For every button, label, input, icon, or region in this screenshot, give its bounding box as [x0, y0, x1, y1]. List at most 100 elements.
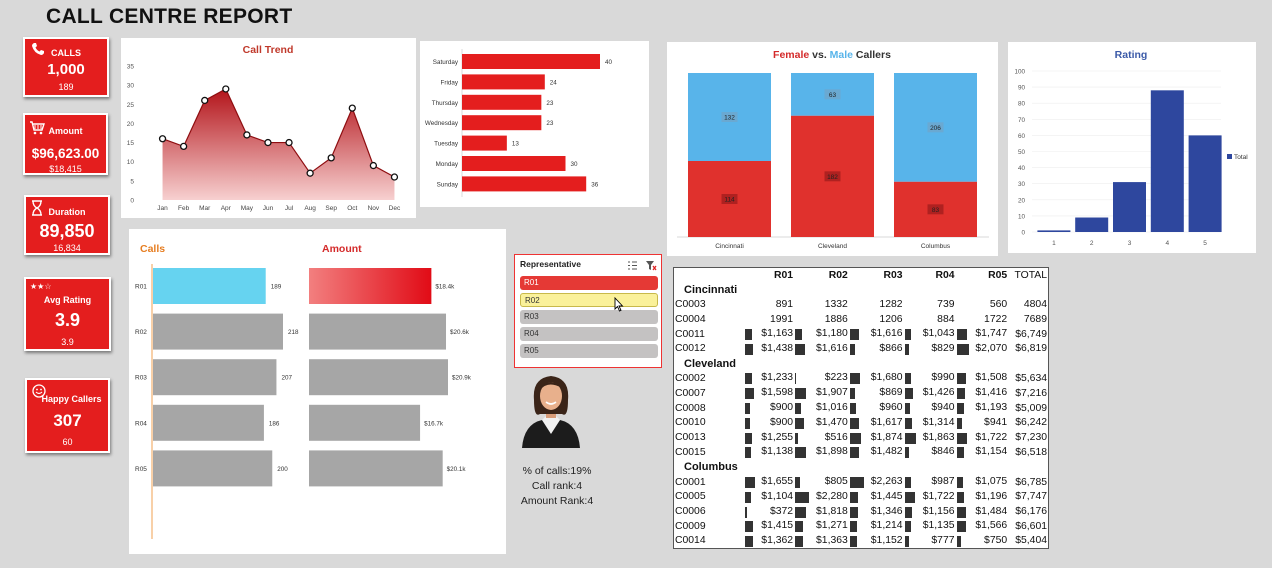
table-row[interactable]: C0015 $1,138 $1,898 $1,482 $846 $1,154 $6,518: [674, 445, 1049, 460]
row-label: C0005: [674, 489, 744, 504]
data-bar: [957, 477, 964, 488]
table-cell: $1,152: [849, 534, 904, 549]
table-row[interactable]: C0013 $1,255 $516 $1,874 $1,863 $1,722 $7,230: [674, 430, 1049, 445]
table-cell: $1,193: [956, 401, 1009, 416]
table-cell: $900: [744, 401, 795, 416]
cell-value: $6,785: [1015, 477, 1047, 488]
data-bar: [957, 418, 962, 429]
slicer-item-r04[interactable]: R04: [520, 327, 658, 341]
table-row[interactable]: C0001 $1,655 $805 $2,263 $987 $1,075 $6,785: [674, 475, 1049, 490]
table-cell: $6,785: [1008, 475, 1048, 490]
table-cell: $1,043: [904, 327, 956, 342]
data-bar: [745, 477, 755, 488]
cell-value: $1,214: [871, 520, 903, 531]
slicer-item-r03[interactable]: R03: [520, 310, 658, 324]
table-cell: $372: [744, 504, 795, 519]
matrix-corner: [674, 268, 744, 283]
kpi-avg-rating[interactable]: ★★☆ Avg Rating 3.9 3.9: [24, 277, 111, 351]
customer-rep-matrix[interactable]: R01 R02 R03 R04 R05 TOTAL Cincinnati C0003 891 13…: [673, 267, 1049, 549]
cell-value: $1,255: [761, 432, 793, 443]
kpi-calls[interactable]: CALLS 1,000 189: [23, 37, 109, 97]
rating-chart[interactable]: Rating 0 10 20 30 40 50 60 70 80 90 100 1 2 3 4 5 Total: [1008, 42, 1256, 253]
weekday-bar: [462, 54, 600, 69]
slicer-item-r05[interactable]: R05: [520, 344, 658, 358]
weekday-calls-chart[interactable]: Saturday 40 Friday 24 Thursday 23 Wednesday 23 T…: [420, 41, 649, 207]
table-cell: 739: [904, 297, 956, 312]
group-row: Cincinnati: [674, 282, 1049, 297]
table-row[interactable]: C0008 $900 $1,016 $960 $940 $1,193 $5,009: [674, 401, 1049, 416]
cell-value: $5,634: [1015, 373, 1047, 384]
call-trend-chart[interactable]: Call Trend 0 5 10 15 20 25 30 35 Jan Feb Mar Apr May J…: [121, 38, 416, 218]
cell-value: $5,009: [1015, 403, 1047, 414]
cell-value: $1,193: [975, 402, 1007, 413]
legend-swatch: [1227, 154, 1232, 159]
table-row[interactable]: C0009 $1,415 $1,271 $1,214 $1,135 $1,566 $6,60…: [674, 519, 1049, 534]
cell-value: $1,346: [871, 506, 903, 517]
rating-bar: [1037, 230, 1070, 232]
column-header[interactable]: R03: [849, 268, 904, 283]
gender-callers-chart[interactable]: Female vs. Male Callers 114 132 Cincinnati 1…: [667, 42, 998, 256]
amount-panel-title: Amount: [322, 243, 362, 255]
cell-value: $940: [931, 402, 954, 413]
weekday-bar: [462, 136, 507, 151]
column-header[interactable]: TOTAL: [1008, 268, 1048, 283]
row-label: C0001: [674, 475, 744, 490]
table-row[interactable]: C0004 1991 1886 1206 884 1722 7689: [674, 312, 1049, 327]
table-row[interactable]: C0003 891 1332 1282 739 560 4804: [674, 297, 1049, 312]
table-row[interactable]: C0012 $1,438 $1,616 $866 $829 $2,070 $6,819: [674, 341, 1049, 356]
table-row[interactable]: C0007 $1,598 $1,907 $869 $1,426 $1,416 $7,216: [674, 386, 1049, 401]
rep-calls-amount-chart[interactable]: Calls Amount R01 189 $18.4k R02 218 $20.6k R03 20…: [129, 229, 506, 554]
representative-slicer[interactable]: Representative R01 R02 R03 R04 R05: [514, 254, 662, 368]
table-cell: $1,016: [794, 401, 849, 416]
data-label: 189: [271, 284, 282, 291]
y-tick-label: 10: [1018, 213, 1026, 220]
table-row[interactable]: C0002 $1,233 $223 $1,680 $990 $1,508 $5,634: [674, 371, 1049, 386]
cell-value: $1,680: [871, 372, 903, 383]
data-bar: [795, 388, 806, 399]
table-row[interactable]: C0005 $1,104 $2,280 $1,445 $1,722 $1,196 $7,74…: [674, 489, 1049, 504]
amount-bar: [309, 314, 446, 350]
table-row[interactable]: C0014 $1,362 $1,363 $1,152 $777 $750 $5,404: [674, 534, 1049, 549]
cell-value: 7689: [1024, 314, 1047, 325]
slicer-item-r01[interactable]: R01: [520, 276, 658, 290]
table-cell: 560: [956, 297, 1009, 312]
table-cell: $1,346: [849, 504, 904, 519]
column-header[interactable]: R01: [744, 268, 795, 283]
cell-value: 1332: [825, 299, 848, 310]
data-bar: [850, 521, 857, 532]
table-row[interactable]: C0011 $1,163 $1,180 $1,616 $1,043 $1,747 $6,74…: [674, 327, 1049, 342]
kpi-duration[interactable]: Duration 89,850 16,834: [24, 195, 110, 255]
kpi-amount[interactable]: Amount $96,623.00 $18,415: [23, 113, 108, 175]
data-label: 206: [930, 125, 941, 132]
cell-value: $1,722: [923, 491, 955, 502]
kpi-happy-callers[interactable]: Happy Callers 307 60: [25, 378, 110, 453]
data-bar: [745, 329, 752, 340]
column-header[interactable]: R05: [956, 268, 1009, 283]
cell-value: 1282: [879, 299, 902, 310]
weekday-bar: [462, 95, 541, 110]
category-label: Friday: [441, 79, 459, 86]
slicer-item-r02[interactable]: R02: [520, 293, 658, 307]
data-label: $20.9k: [452, 375, 472, 382]
column-header[interactable]: R04: [904, 268, 956, 283]
y-tick-label: 5: [130, 178, 134, 185]
category-label: Columbus: [921, 243, 951, 250]
cell-value: $7,230: [1015, 432, 1047, 443]
table-cell: $846: [904, 445, 956, 460]
cell-value: $1,747: [975, 328, 1007, 339]
y-tick-label: 90: [1018, 85, 1026, 92]
table-cell: $516: [794, 430, 849, 445]
clear-filter-icon[interactable]: [645, 258, 657, 276]
column-header[interactable]: R02: [794, 268, 849, 283]
cell-value: $829: [931, 343, 954, 354]
table-row[interactable]: C0006 $372 $1,818 $1,346 $1,156 $1,484 $6,176: [674, 504, 1049, 519]
x-tick-label: Jun: [263, 205, 274, 212]
trend-point: [202, 97, 208, 103]
data-bar: [850, 329, 860, 340]
table-cell: $1,255: [744, 430, 795, 445]
table-cell: $1,075: [956, 475, 1009, 490]
table-row[interactable]: C0010 $900 $1,470 $1,617 $1,314 $941 $6,242: [674, 415, 1049, 430]
multi-select-icon[interactable]: [627, 258, 638, 276]
x-tick-label: May: [241, 205, 254, 212]
kpi-rating-value: 3.9: [26, 310, 109, 331]
